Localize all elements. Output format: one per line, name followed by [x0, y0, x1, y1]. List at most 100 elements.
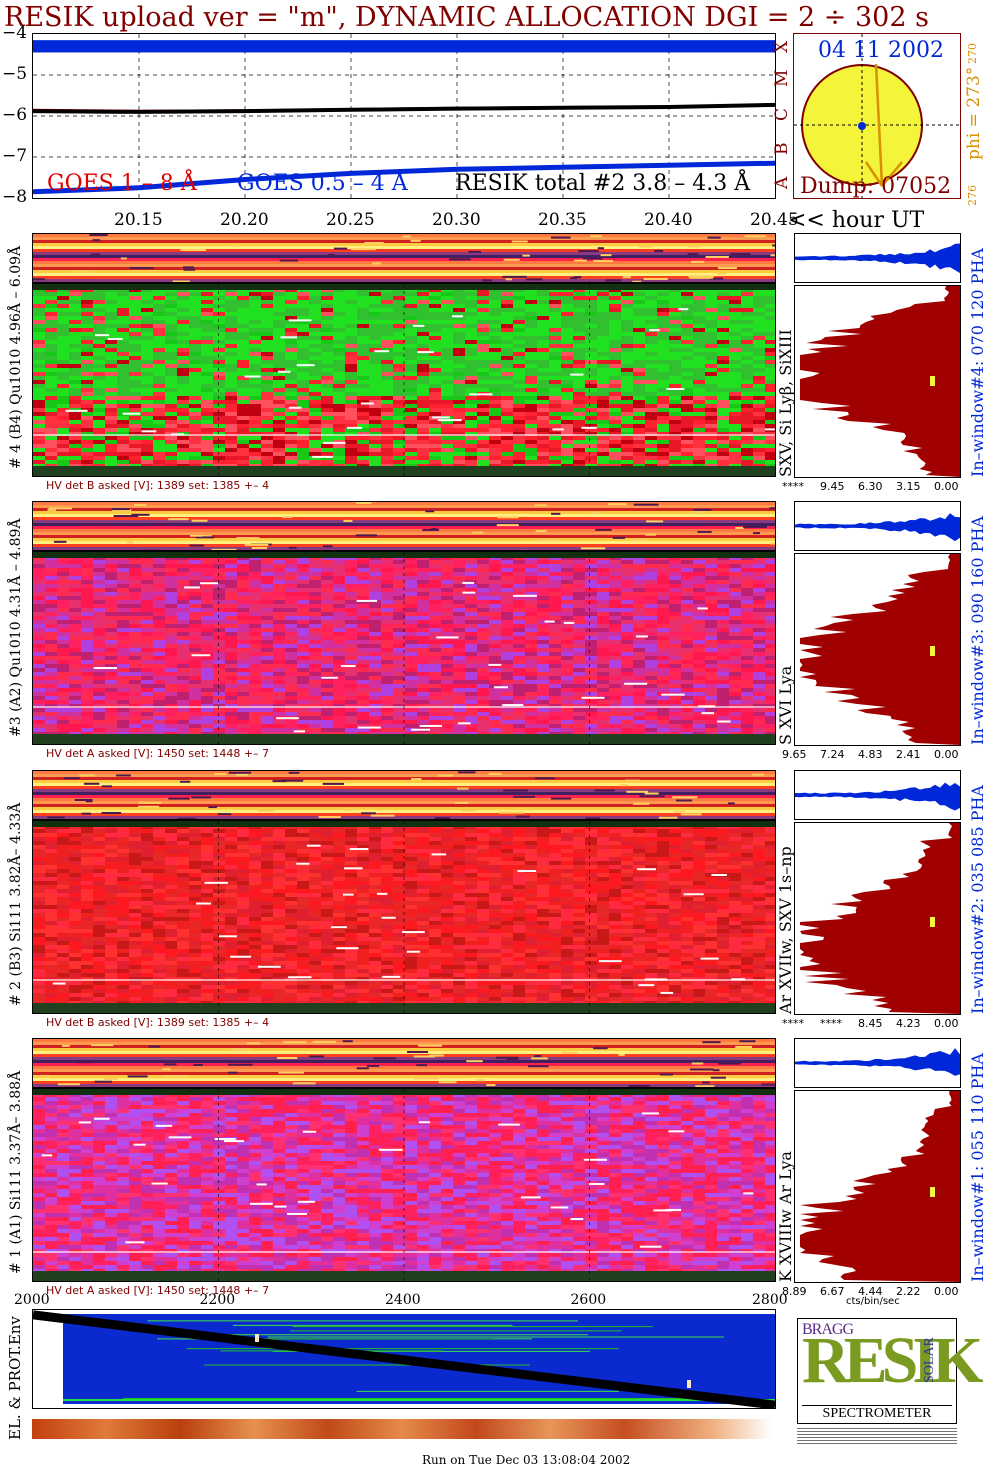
goes-ytick-label: −4 [2, 23, 28, 43]
goes-xtick-label: 20.30 [432, 210, 481, 230]
pha-window-marker [930, 376, 935, 386]
goes-lightcurve-plot: GOES 1 – 8 Å GOES 0.5 – 4 Å RESIK total … [32, 33, 776, 199]
pha-window-label-4: In–window#1: 055 110 PHA [968, 1053, 987, 1282]
env-trend-line [33, 1310, 775, 1408]
panel-lines-label-2: S XVI Lya [776, 665, 795, 745]
hist-tick-label: 4.23 [896, 1017, 921, 1030]
goes-xtick-label: 20.45 [750, 210, 799, 230]
panel-heatmap-3 [32, 820, 777, 1014]
hist-tick-label: **** [820, 1017, 842, 1030]
raw-spectrum-strip [33, 234, 791, 283]
hist-tick-label: 6.30 [858, 480, 883, 493]
goes-saturated-band [33, 40, 775, 53]
pha-histogram-small-4 [794, 1038, 961, 1088]
env-svg [33, 1310, 775, 1408]
resik-logo: BRAGG RESIK SOLAR SPECTROMETER [797, 1318, 983, 1424]
pha-histogram-small-3 [794, 770, 961, 820]
panel-strip-4 [32, 1038, 783, 1088]
flare-location-dot [858, 122, 866, 130]
sun-date: 04 11 2002 [818, 38, 944, 63]
spectrum-heatmap [33, 1089, 777, 1281]
panel-lines-label-1: SXV, Si Lyβ, SiXIII [776, 329, 795, 477]
goes-lightcurve-svg [33, 34, 775, 198]
goes-ytick-label: −5 [2, 64, 28, 84]
panel-strip-1 [32, 233, 791, 283]
spectrum-heatmap [33, 284, 787, 476]
panel-ylabel-1: # 4 (B4) Qu1010 4.96Å – 6.09Å [8, 245, 24, 469]
panel-heatmap-1 [32, 283, 787, 477]
logo-fineprint [797, 1428, 957, 1444]
goes-xtick-label: 20.25 [326, 210, 375, 230]
hv-status-2: HV det A asked [V]: 1450 set: 1448 +– 7 [46, 747, 270, 760]
hist-tick-label: 8.89 [782, 1285, 807, 1298]
pha-histogram-fill [800, 286, 960, 477]
panel-ylabel-3: # 2 (B3) Si111 3.82Å– 4.33Å [8, 802, 24, 1006]
pha-histogram-1 [794, 285, 961, 478]
panel-strip-2 [32, 501, 785, 552]
hist-tick-label: 0.00 [934, 1017, 959, 1030]
hist-tick-label: 7.24 [820, 748, 845, 761]
pha-histogram-fill [800, 554, 960, 745]
resik-total-line [33, 102, 775, 114]
phi-label: phi = 273° [964, 66, 984, 160]
hv-status-3: HV det B asked [V]: 1389 set: 1385 +– 4 [46, 1016, 270, 1029]
panel-heatmap-4 [32, 1088, 777, 1282]
sun-disk-svg [794, 34, 960, 198]
x-axis-unit: << hour UT [788, 208, 925, 233]
raw-spectrum-strip [33, 1039, 783, 1088]
panel-ylabel-4: # 1 (A1) Si111 3.37Å– 3.88Å [8, 1070, 24, 1274]
goes-ytick-label: −7 [2, 146, 28, 166]
hist-tick-label: 6.67 [820, 1285, 845, 1298]
pha-small-fill [795, 243, 960, 274]
hist-unit-label: cts/bin/sec [846, 1296, 900, 1307]
hist-tick-label: 4.44 [858, 1285, 883, 1298]
env-xtick-label: 2200 [199, 1292, 236, 1308]
pha-window-marker [930, 917, 935, 927]
hist-tick-label: **** [782, 1017, 804, 1030]
hist-tick-label: 3.15 [896, 480, 921, 493]
env-plot [32, 1309, 776, 1409]
goes-class-letter: C [772, 107, 792, 121]
env-xtick-label: 2800 [752, 1292, 788, 1308]
legend-goes18: GOES 1 – 8 Å [47, 171, 197, 196]
pha-histogram-3 [794, 822, 961, 1015]
env-colorbar [32, 1419, 772, 1439]
panel-strip-3 [32, 770, 776, 820]
env-xtick-label: 2000 [14, 1292, 50, 1308]
pha-histogram-small-2 [794, 501, 961, 551]
hv-status-1: HV det B asked [V]: 1389 set: 1385 +– 4 [46, 479, 270, 492]
goes-xtick-label: 20.20 [220, 210, 269, 230]
hist-tick-label: 2.41 [896, 748, 921, 761]
pha-small-fill [795, 782, 960, 811]
env-ylabel: EL. & PROT.Env [6, 1316, 24, 1440]
pha-histogram-2 [794, 553, 961, 746]
hist-tick-label: 9.65 [782, 748, 807, 761]
goes-class-letter: X [772, 40, 792, 53]
hist-tick-label: **** [782, 480, 804, 493]
panel-ylabel-2: #3 (A2) Qu1010 4.31Å – 4.89Å [8, 518, 24, 737]
pha-window-label-1: In–window#4: 070 120 PHA [968, 248, 987, 477]
panel-heatmap-2 [32, 551, 777, 745]
goes-class-letter: A [772, 176, 792, 189]
sun-disk-panel: 04 11 2002 Dump: 07052 [793, 33, 961, 199]
spectrum-heatmap [33, 821, 777, 1013]
hv-status-4: HV det A asked [V]: 1450 set: 1448 +– 7 [46, 1284, 270, 1297]
hist-tick-label: 4.83 [858, 748, 883, 761]
pha-window-label-2: In–window#3: 090 160 PHA [968, 516, 987, 745]
legend-goes054: GOES 0.5 – 4 Å [237, 171, 408, 196]
page-title: RESIK upload ver = "m", DYNAMIC ALLOCATI… [4, 2, 929, 33]
pha-window-marker [930, 1187, 935, 1197]
spectrum-heatmap [33, 552, 777, 744]
pha-histogram-fill [800, 1091, 960, 1282]
logo-bragg: BRAGG [802, 1321, 854, 1338]
env-xtick-label: 2400 [385, 1292, 421, 1308]
goes-ytick-label: −8 [2, 187, 28, 207]
pha-small-fill [795, 513, 960, 542]
pha-small-fill [795, 1048, 960, 1076]
phi-bottom-label: 276 [966, 185, 979, 206]
raw-spectrum-strip [33, 771, 775, 820]
pha-histogram-small-1 [794, 233, 961, 283]
legend-resik: RESIK total #2 3.8 – 4.3 Å [455, 171, 751, 196]
goes-class-letter: M [772, 69, 792, 87]
logo-solar: SOLAR [922, 1337, 937, 1383]
